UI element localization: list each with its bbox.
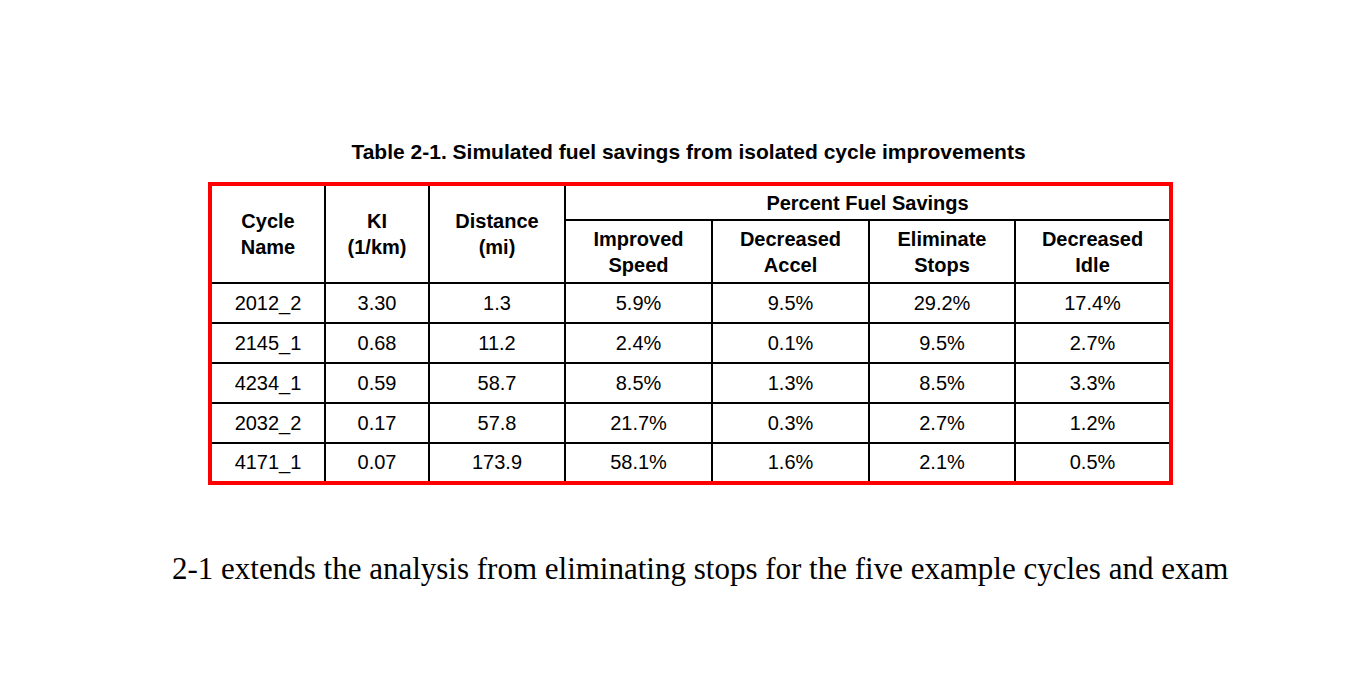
cell-eliminate-stops: 2.1%: [869, 443, 1015, 483]
header-decreased-accel-line2: Accel: [715, 252, 866, 278]
cell-distance: 57.8: [429, 403, 565, 443]
header-cycle-name-line2: Name: [214, 234, 322, 260]
cell-decreased-idle: 3.3%: [1015, 363, 1171, 403]
cell-eliminate-stops: 9.5%: [869, 323, 1015, 363]
header-ki-line2: (1/km): [328, 234, 426, 260]
table-header: Cycle Name KI (1/km) Distance (mi) Perce…: [210, 184, 1171, 283]
cell-ki: 0.17: [325, 403, 429, 443]
cell-eliminate-stops: 29.2%: [869, 283, 1015, 323]
cell-decreased-accel: 0.1%: [712, 323, 869, 363]
table-row: 4171_1 0.07 173.9 58.1% 1.6% 2.1% 0.5%: [210, 443, 1171, 483]
cell-improved-speed: 58.1%: [565, 443, 712, 483]
cell-cycle-name: 4171_1: [210, 443, 325, 483]
cell-cycle-name: 2012_2: [210, 283, 325, 323]
header-eliminate-stops-line1: Eliminate: [872, 226, 1012, 252]
table-row: 2145_1 0.68 11.2 2.4% 0.1% 9.5% 2.7%: [210, 323, 1171, 363]
table-row: 4234_1 0.59 58.7 8.5% 1.3% 8.5% 3.3%: [210, 363, 1171, 403]
header-distance: Distance (mi): [429, 184, 565, 283]
header-cycle-name: Cycle Name: [210, 184, 325, 283]
cell-decreased-idle: 1.2%: [1015, 403, 1171, 443]
header-distance-line1: Distance: [432, 208, 562, 234]
header-improved-speed-line2: Speed: [568, 252, 709, 278]
header-improved-speed: Improved Speed: [565, 220, 712, 283]
cell-cycle-name: 2032_2: [210, 403, 325, 443]
cell-distance: 58.7: [429, 363, 565, 403]
cell-ki: 3.30: [325, 283, 429, 323]
header-eliminate-stops-line2: Stops: [872, 252, 1012, 278]
cell-eliminate-stops: 2.7%: [869, 403, 1015, 443]
header-decreased-accel: Decreased Accel: [712, 220, 869, 283]
header-percent-fuel-savings: Percent Fuel Savings: [565, 184, 1171, 220]
header-decreased-idle-line2: Idle: [1018, 252, 1167, 278]
header-eliminate-stops: Eliminate Stops: [869, 220, 1015, 283]
cell-eliminate-stops: 8.5%: [869, 363, 1015, 403]
cell-decreased-accel: 1.6%: [712, 443, 869, 483]
cell-cycle-name: 2145_1: [210, 323, 325, 363]
cell-decreased-idle: 2.7%: [1015, 323, 1171, 363]
cell-improved-speed: 2.4%: [565, 323, 712, 363]
cell-improved-speed: 8.5%: [565, 363, 712, 403]
cell-distance: 11.2: [429, 323, 565, 363]
fuel-savings-table: Cycle Name KI (1/km) Distance (mi) Perce…: [208, 182, 1173, 485]
cell-decreased-accel: 1.3%: [712, 363, 869, 403]
cell-decreased-accel: 0.3%: [712, 403, 869, 443]
header-decreased-idle: Decreased Idle: [1015, 220, 1171, 283]
cell-decreased-idle: 0.5%: [1015, 443, 1171, 483]
cell-decreased-idle: 17.4%: [1015, 283, 1171, 323]
cell-improved-speed: 21.7%: [565, 403, 712, 443]
cell-ki: 0.59: [325, 363, 429, 403]
cell-distance: 1.3: [429, 283, 565, 323]
header-ki: KI (1/km): [325, 184, 429, 283]
cell-ki: 0.68: [325, 323, 429, 363]
header-decreased-idle-line1: Decreased: [1018, 226, 1167, 252]
header-ki-line1: KI: [328, 208, 426, 234]
cell-cycle-name: 4234_1: [210, 363, 325, 403]
table-body: 2012_2 3.30 1.3 5.9% 9.5% 29.2% 17.4% 21…: [210, 283, 1171, 483]
cell-improved-speed: 5.9%: [565, 283, 712, 323]
cell-ki: 0.07: [325, 443, 429, 483]
body-text: 2-1 extends the analysis from eliminatin…: [172, 550, 1228, 587]
header-cycle-name-line1: Cycle: [214, 208, 322, 234]
table-caption: Table 2-1. Simulated fuel savings from i…: [208, 140, 1169, 164]
header-decreased-accel-line1: Decreased: [715, 226, 866, 252]
cell-decreased-accel: 9.5%: [712, 283, 869, 323]
header-improved-speed-line1: Improved: [568, 226, 709, 252]
cell-distance: 173.9: [429, 443, 565, 483]
table-row: 2012_2 3.30 1.3 5.9% 9.5% 29.2% 17.4%: [210, 283, 1171, 323]
header-distance-line2: (mi): [432, 234, 562, 260]
table-row: 2032_2 0.17 57.8 21.7% 0.3% 2.7% 1.2%: [210, 403, 1171, 443]
